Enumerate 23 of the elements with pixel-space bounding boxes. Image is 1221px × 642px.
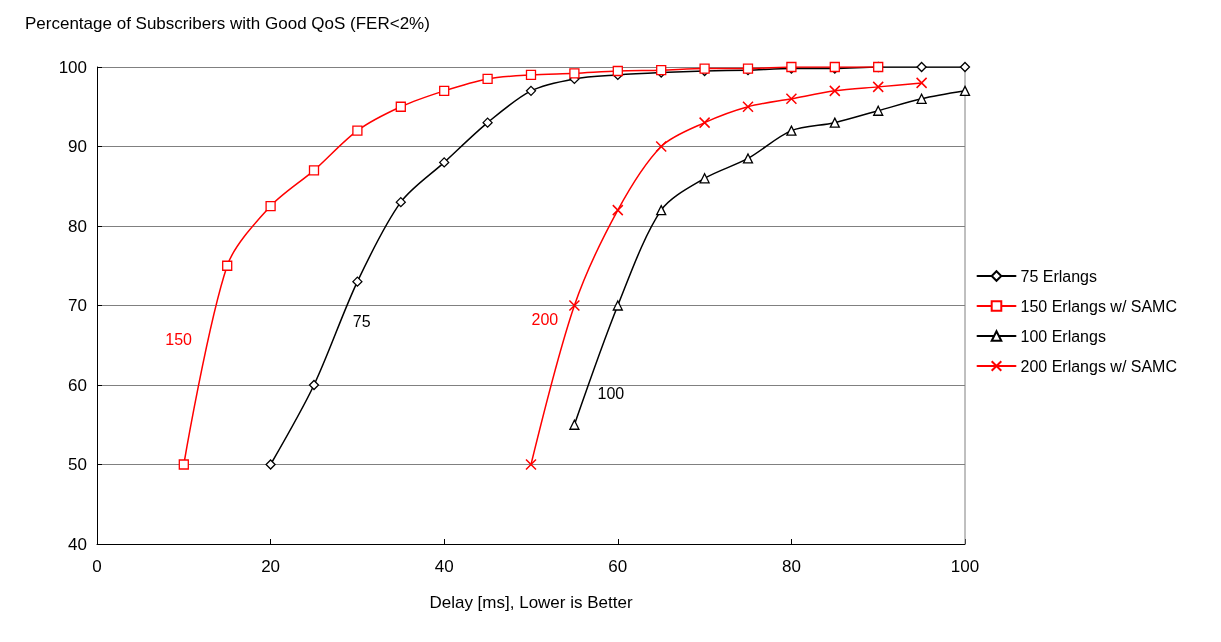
x-tick-label: 80 bbox=[781, 557, 801, 576]
y-tick-label: 100 bbox=[58, 57, 87, 77]
y-tick-label: 40 bbox=[68, 534, 87, 554]
x-axis-title: Delay [ms], Lower is Better bbox=[429, 593, 633, 612]
legend-label: 100 Erlangs bbox=[1020, 327, 1106, 345]
x-tick-label: 40 bbox=[434, 557, 454, 576]
y-tick-label: 70 bbox=[68, 296, 87, 315]
annotation: 200 bbox=[531, 311, 559, 329]
y-tick-label: 90 bbox=[68, 137, 87, 156]
y-tick-label: 50 bbox=[68, 455, 87, 474]
y-tick-label: 60 bbox=[68, 375, 87, 395]
legend-label: 75 Erlangs bbox=[1020, 267, 1097, 285]
legend-label: 200 Erlangs w/ SAMC bbox=[1020, 357, 1178, 375]
x-tick-label: 20 bbox=[261, 557, 281, 576]
chart-title: Percentage of Subscribers with Good QoS (FER<2%) bbox=[25, 14, 430, 33]
annotation: 150 bbox=[165, 331, 193, 349]
annotation: 100 bbox=[597, 385, 625, 403]
x-tick-label: 60 bbox=[608, 557, 628, 576]
legend-label: 150 Erlangs w/ SAMC bbox=[1020, 297, 1178, 315]
x-tick-label: 0 bbox=[92, 557, 102, 576]
annotation: 75 bbox=[352, 312, 371, 330]
x-tick-label: 100 bbox=[950, 557, 980, 576]
y-tick-label: 80 bbox=[68, 216, 87, 236]
